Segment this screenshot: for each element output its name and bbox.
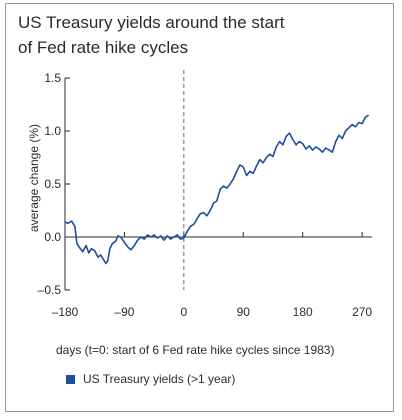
legend: US Treasury yields (>1 year) [66, 371, 235, 387]
x-axis-label: days (t=0: start of 6 Fed rate hike cycl… [56, 343, 335, 357]
x-tick-label: –180 [52, 305, 79, 319]
x-tick-label: 180 [293, 305, 313, 319]
chart-frame [5, 3, 394, 412]
y-tick-label: 1.0 [44, 124, 61, 138]
legend-swatch [66, 374, 75, 384]
y-tick-label: 1.5 [44, 71, 61, 85]
x-tick-label: 270 [352, 305, 372, 319]
y-tick-label: 0.5 [44, 177, 61, 191]
x-tick-label: 90 [237, 305, 251, 319]
y-axis-label: average change (%) [27, 123, 41, 233]
series-line [64, 114, 370, 265]
y-tick-label: –0.5 [38, 283, 62, 297]
x-tick-label: –90 [114, 305, 134, 319]
legend-label: US Treasury yields (>1 year) [83, 372, 236, 386]
chart-title: US Treasury yields around the start of F… [18, 10, 378, 60]
chart-title-line-1: US Treasury yields around the start [18, 13, 285, 32]
chart-title-line-2: of Fed rate hike cycles [18, 38, 189, 57]
x-tick-label: 0 [180, 305, 187, 319]
y-tick-label: 0.0 [44, 230, 61, 244]
